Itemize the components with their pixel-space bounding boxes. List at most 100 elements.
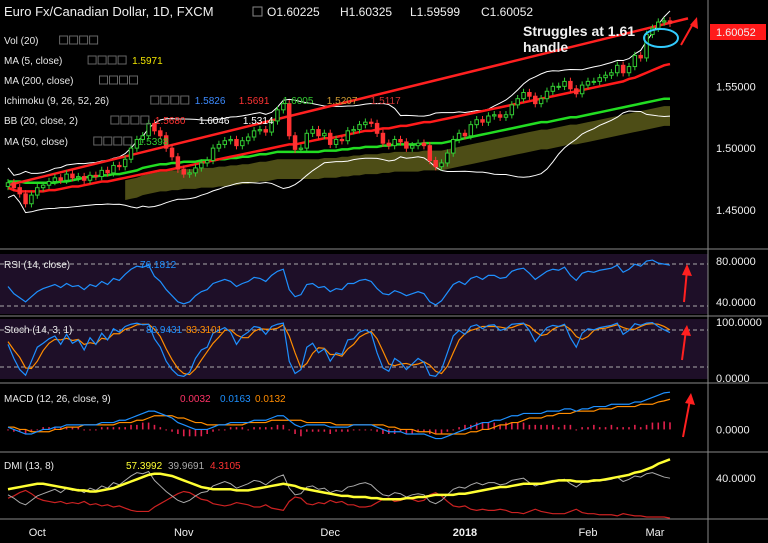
legend-value: 1.5691 <box>239 96 270 107</box>
candle <box>363 118 368 129</box>
candle-body <box>35 187 40 196</box>
candle-body <box>591 80 597 83</box>
candle-body <box>615 64 620 74</box>
candle <box>140 132 145 144</box>
candle <box>591 77 597 86</box>
candle <box>667 17 673 28</box>
candle-body <box>286 103 292 137</box>
candle-body <box>374 122 380 134</box>
macd-histogram-bar <box>200 429 203 437</box>
candle-body <box>509 104 515 116</box>
candle-body <box>456 132 462 140</box>
macd-histogram-bar <box>446 429 449 432</box>
candle-body <box>117 164 122 168</box>
macd-histogram-bar <box>147 422 150 430</box>
ohlc-close: C1.60052 <box>481 5 533 19</box>
legend-tool-icons[interactable] <box>59 35 99 45</box>
candle <box>181 165 186 178</box>
candle-body <box>70 173 75 179</box>
macd-histogram-bar <box>18 429 21 432</box>
macd-histogram-bar <box>59 427 62 430</box>
candle <box>269 117 274 136</box>
candle-body <box>421 142 427 147</box>
candle <box>492 111 497 120</box>
candle-body <box>462 132 468 137</box>
ohlc-open: O1.60225 <box>267 5 320 19</box>
candle <box>298 144 304 154</box>
legend-tool-icons[interactable] <box>87 55 127 65</box>
rsi-label: RSI (14, close) <box>4 260 70 271</box>
legend-tool-icons[interactable] <box>93 136 133 146</box>
candle <box>568 77 573 93</box>
macd-histogram-bar <box>417 429 419 432</box>
macd-histogram-bar <box>622 427 624 430</box>
candle-body <box>386 142 392 147</box>
legend-tool-icon <box>117 55 127 65</box>
candle <box>597 73 602 86</box>
stoch-legend: Stoch (14, 3, 1) 80.9431 83.3101 <box>4 325 223 336</box>
candle <box>40 181 46 192</box>
ohlc-high: H1.60325 <box>340 5 392 19</box>
macd-histogram-bar <box>352 429 355 431</box>
macd-histogram-bar <box>71 427 74 430</box>
candle-body <box>556 85 561 88</box>
x-tick-label: Oct <box>29 527 46 539</box>
candle <box>158 127 163 140</box>
candle <box>11 179 17 192</box>
candle-body <box>169 147 175 158</box>
candle-body <box>439 162 444 168</box>
macd-histogram-bar <box>587 427 589 430</box>
candle <box>357 120 362 134</box>
x-tick-label: 2018 <box>453 527 477 539</box>
candle-body <box>544 90 550 100</box>
rsi-plot <box>7 259 671 306</box>
candle <box>345 127 351 145</box>
candle <box>638 51 643 62</box>
candle <box>427 141 433 165</box>
macd-histogram-bar <box>218 429 220 431</box>
indicator-legend: Vol (20) MA (5, close) 1.5971 MA (200, clos… <box>4 35 401 148</box>
legend-tool-icons[interactable] <box>99 75 138 85</box>
legend-tool-icon <box>130 115 140 125</box>
candle-body <box>656 21 661 29</box>
macd-histogram-bar <box>329 429 332 434</box>
macd-histogram-bar <box>288 429 291 431</box>
macd-histogram-bar <box>546 424 548 430</box>
candle <box>503 111 509 121</box>
candle <box>368 118 374 128</box>
legend-tool-icon <box>129 75 138 85</box>
x-tick-label: Feb <box>578 527 597 539</box>
legend-tool-icons[interactable] <box>150 95 190 105</box>
macd-signal-line <box>8 398 671 435</box>
candle-body <box>521 92 526 100</box>
candle-body <box>574 88 579 95</box>
stoch-value-d: 83.3101 <box>186 325 223 336</box>
candle-body <box>644 33 649 59</box>
settings-icon[interactable] <box>252 6 263 17</box>
candle <box>550 82 556 95</box>
candle <box>620 61 626 77</box>
legend-tool-icon <box>89 35 99 45</box>
macd-histogram-bar <box>452 429 455 431</box>
candle-body <box>105 169 110 174</box>
candle-body <box>339 138 345 142</box>
candle <box>81 172 87 184</box>
dmi-tick-label: 40.0000 <box>716 473 756 485</box>
macd-value-hist: 0.0032 <box>180 394 211 405</box>
legend-label: MA (50, close) <box>4 137 68 148</box>
candle <box>245 133 251 145</box>
candle-body <box>5 182 11 187</box>
legend-tool-icons[interactable] <box>110 115 150 125</box>
dmi-value-plus: 39.9691 <box>168 461 205 472</box>
candle <box>574 85 579 98</box>
legend-value: 1.5207 <box>327 96 358 107</box>
candle-body <box>661 20 667 23</box>
macd-histogram-bar <box>317 429 320 432</box>
price-plot <box>5 10 689 214</box>
macd-histogram-bar <box>335 429 337 432</box>
macd-histogram-bar <box>610 424 613 430</box>
candle-body <box>327 132 333 145</box>
legend-tool-icon <box>160 95 170 105</box>
candle <box>17 183 22 198</box>
